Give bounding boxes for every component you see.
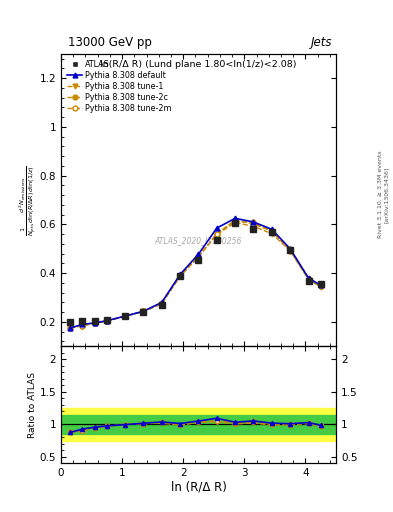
ATLAS xyxy=(288,247,292,253)
ATLAS xyxy=(318,281,323,287)
Pythia 8.308 default xyxy=(306,275,311,281)
ATLAS xyxy=(141,309,146,315)
Pythia 8.308 default xyxy=(318,282,323,288)
Pythia 8.308 tune-2c xyxy=(178,273,182,279)
Pythia 8.308 default xyxy=(123,313,127,319)
Pythia 8.308 default xyxy=(178,271,182,278)
Legend: ATLAS, Pythia 8.308 default, Pythia 8.308 tune-1, Pythia 8.308 tune-2c, Pythia 8: ATLAS, Pythia 8.308 default, Pythia 8.30… xyxy=(65,58,174,116)
Pythia 8.308 default xyxy=(196,251,201,257)
ATLAS xyxy=(215,237,219,243)
Pythia 8.308 tune-2c xyxy=(318,283,323,289)
Pythia 8.308 default xyxy=(215,225,219,231)
Pythia 8.308 tune-1 xyxy=(141,308,146,314)
X-axis label: ln (R/Δ R): ln (R/Δ R) xyxy=(171,481,226,494)
Pythia 8.308 tune-2c xyxy=(251,220,256,226)
Pythia 8.308 tune-2m xyxy=(251,221,256,227)
Pythia 8.308 tune-2m xyxy=(160,300,164,306)
Text: Rivet 3.1.10, ≥ 3.3M events: Rivet 3.1.10, ≥ 3.3M events xyxy=(378,151,383,239)
ATLAS xyxy=(92,317,97,324)
Pythia 8.308 tune-2c xyxy=(80,323,84,329)
Text: 13000 GeV pp: 13000 GeV pp xyxy=(68,36,152,49)
ATLAS xyxy=(105,316,109,323)
Y-axis label: Ratio to ATLAS: Ratio to ATLAS xyxy=(28,372,37,438)
Pythia 8.308 tune-2m xyxy=(233,217,237,223)
Pythia 8.308 tune-2m xyxy=(178,273,182,279)
Pythia 8.308 tune-1 xyxy=(233,220,237,226)
Pythia 8.308 tune-2m xyxy=(196,253,201,260)
Pythia 8.308 tune-2c xyxy=(92,320,97,326)
Pythia 8.308 default xyxy=(270,226,274,232)
Pythia 8.308 tune-1 xyxy=(105,318,109,324)
Pythia 8.308 tune-1 xyxy=(68,325,72,331)
Pythia 8.308 tune-2c xyxy=(270,228,274,234)
Pythia 8.308 tune-1 xyxy=(288,248,292,254)
Pythia 8.308 tune-2c xyxy=(160,301,164,307)
Pythia 8.308 tune-2m xyxy=(318,283,323,289)
Pythia 8.308 tune-2m xyxy=(68,325,72,331)
Pythia 8.308 tune-1 xyxy=(251,223,256,229)
Pythia 8.308 tune-2m xyxy=(270,228,274,234)
ATLAS xyxy=(196,257,201,263)
Pythia 8.308 tune-2m xyxy=(123,313,127,319)
ATLAS xyxy=(251,226,256,232)
Pythia 8.308 tune-1 xyxy=(306,276,311,283)
Pythia 8.308 default xyxy=(251,219,256,225)
Pythia 8.308 tune-1 xyxy=(92,320,97,326)
Y-axis label: $\frac{1}{N_{\mathrm{jets}}}\frac{d^2 N_{\mathrm{emissions}}}{d\ln(R/\Delta R)\,: $\frac{1}{N_{\mathrm{jets}}}\frac{d^2 N_… xyxy=(17,164,38,236)
Text: ln(R/Δ R) (Lund plane 1.80<ln(1/z)<2.08): ln(R/Δ R) (Lund plane 1.80<ln(1/z)<2.08) xyxy=(100,59,297,69)
Pythia 8.308 tune-2c xyxy=(306,275,311,282)
ATLAS xyxy=(178,272,182,279)
Pythia 8.308 tune-2m xyxy=(288,248,292,254)
Pythia 8.308 default xyxy=(160,300,164,306)
Pythia 8.308 tune-2c xyxy=(141,308,146,314)
Bar xyxy=(61,408,336,441)
Pythia 8.308 tune-2m xyxy=(92,320,97,326)
Pythia 8.308 tune-2c xyxy=(105,318,109,324)
Pythia 8.308 default xyxy=(92,320,97,326)
Pythia 8.308 tune-1 xyxy=(196,253,201,260)
Text: [arXiv:1306.3436]: [arXiv:1306.3436] xyxy=(384,166,389,223)
Pythia 8.308 tune-2m xyxy=(80,323,84,329)
Pythia 8.308 default xyxy=(233,215,237,221)
Pythia 8.308 default xyxy=(80,322,84,328)
Line: Pythia 8.308 default: Pythia 8.308 default xyxy=(68,216,323,330)
Pythia 8.308 default xyxy=(141,308,146,314)
Line: Pythia 8.308 tune-2c: Pythia 8.308 tune-2c xyxy=(68,219,323,330)
Pythia 8.308 tune-1 xyxy=(318,284,323,290)
Line: Pythia 8.308 tune-1: Pythia 8.308 tune-1 xyxy=(68,220,323,330)
Pythia 8.308 default xyxy=(105,317,109,324)
Bar xyxy=(61,415,336,434)
Pythia 8.308 tune-1 xyxy=(80,323,84,329)
ATLAS xyxy=(233,220,237,226)
Text: Jets: Jets xyxy=(310,36,332,49)
Pythia 8.308 tune-1 xyxy=(160,301,164,307)
Pythia 8.308 tune-2c xyxy=(288,246,292,252)
Pythia 8.308 default xyxy=(288,246,292,252)
Text: ATLAS_2020_I1790256: ATLAS_2020_I1790256 xyxy=(155,237,242,246)
Pythia 8.308 default xyxy=(68,325,72,331)
Line: Pythia 8.308 tune-2m: Pythia 8.308 tune-2m xyxy=(68,218,323,330)
Pythia 8.308 tune-1 xyxy=(215,231,219,238)
Pythia 8.308 tune-2m xyxy=(141,308,146,314)
ATLAS xyxy=(68,319,72,325)
Pythia 8.308 tune-1 xyxy=(178,273,182,279)
Pythia 8.308 tune-2m xyxy=(105,318,109,324)
ATLAS xyxy=(123,313,127,319)
ATLAS xyxy=(80,317,84,324)
Pythia 8.308 tune-2c xyxy=(123,313,127,319)
Pythia 8.308 tune-1 xyxy=(123,313,127,319)
ATLAS xyxy=(270,229,274,235)
Pythia 8.308 tune-2m xyxy=(306,275,311,282)
ATLAS xyxy=(306,278,311,284)
Pythia 8.308 tune-1 xyxy=(270,230,274,237)
Pythia 8.308 tune-2m xyxy=(215,230,219,237)
Pythia 8.308 tune-2c xyxy=(215,230,219,237)
Pythia 8.308 tune-2c xyxy=(196,253,201,260)
ATLAS xyxy=(160,302,164,308)
Line: ATLAS: ATLAS xyxy=(67,220,324,325)
Pythia 8.308 tune-2c xyxy=(233,219,237,225)
Pythia 8.308 tune-2c xyxy=(68,325,72,331)
